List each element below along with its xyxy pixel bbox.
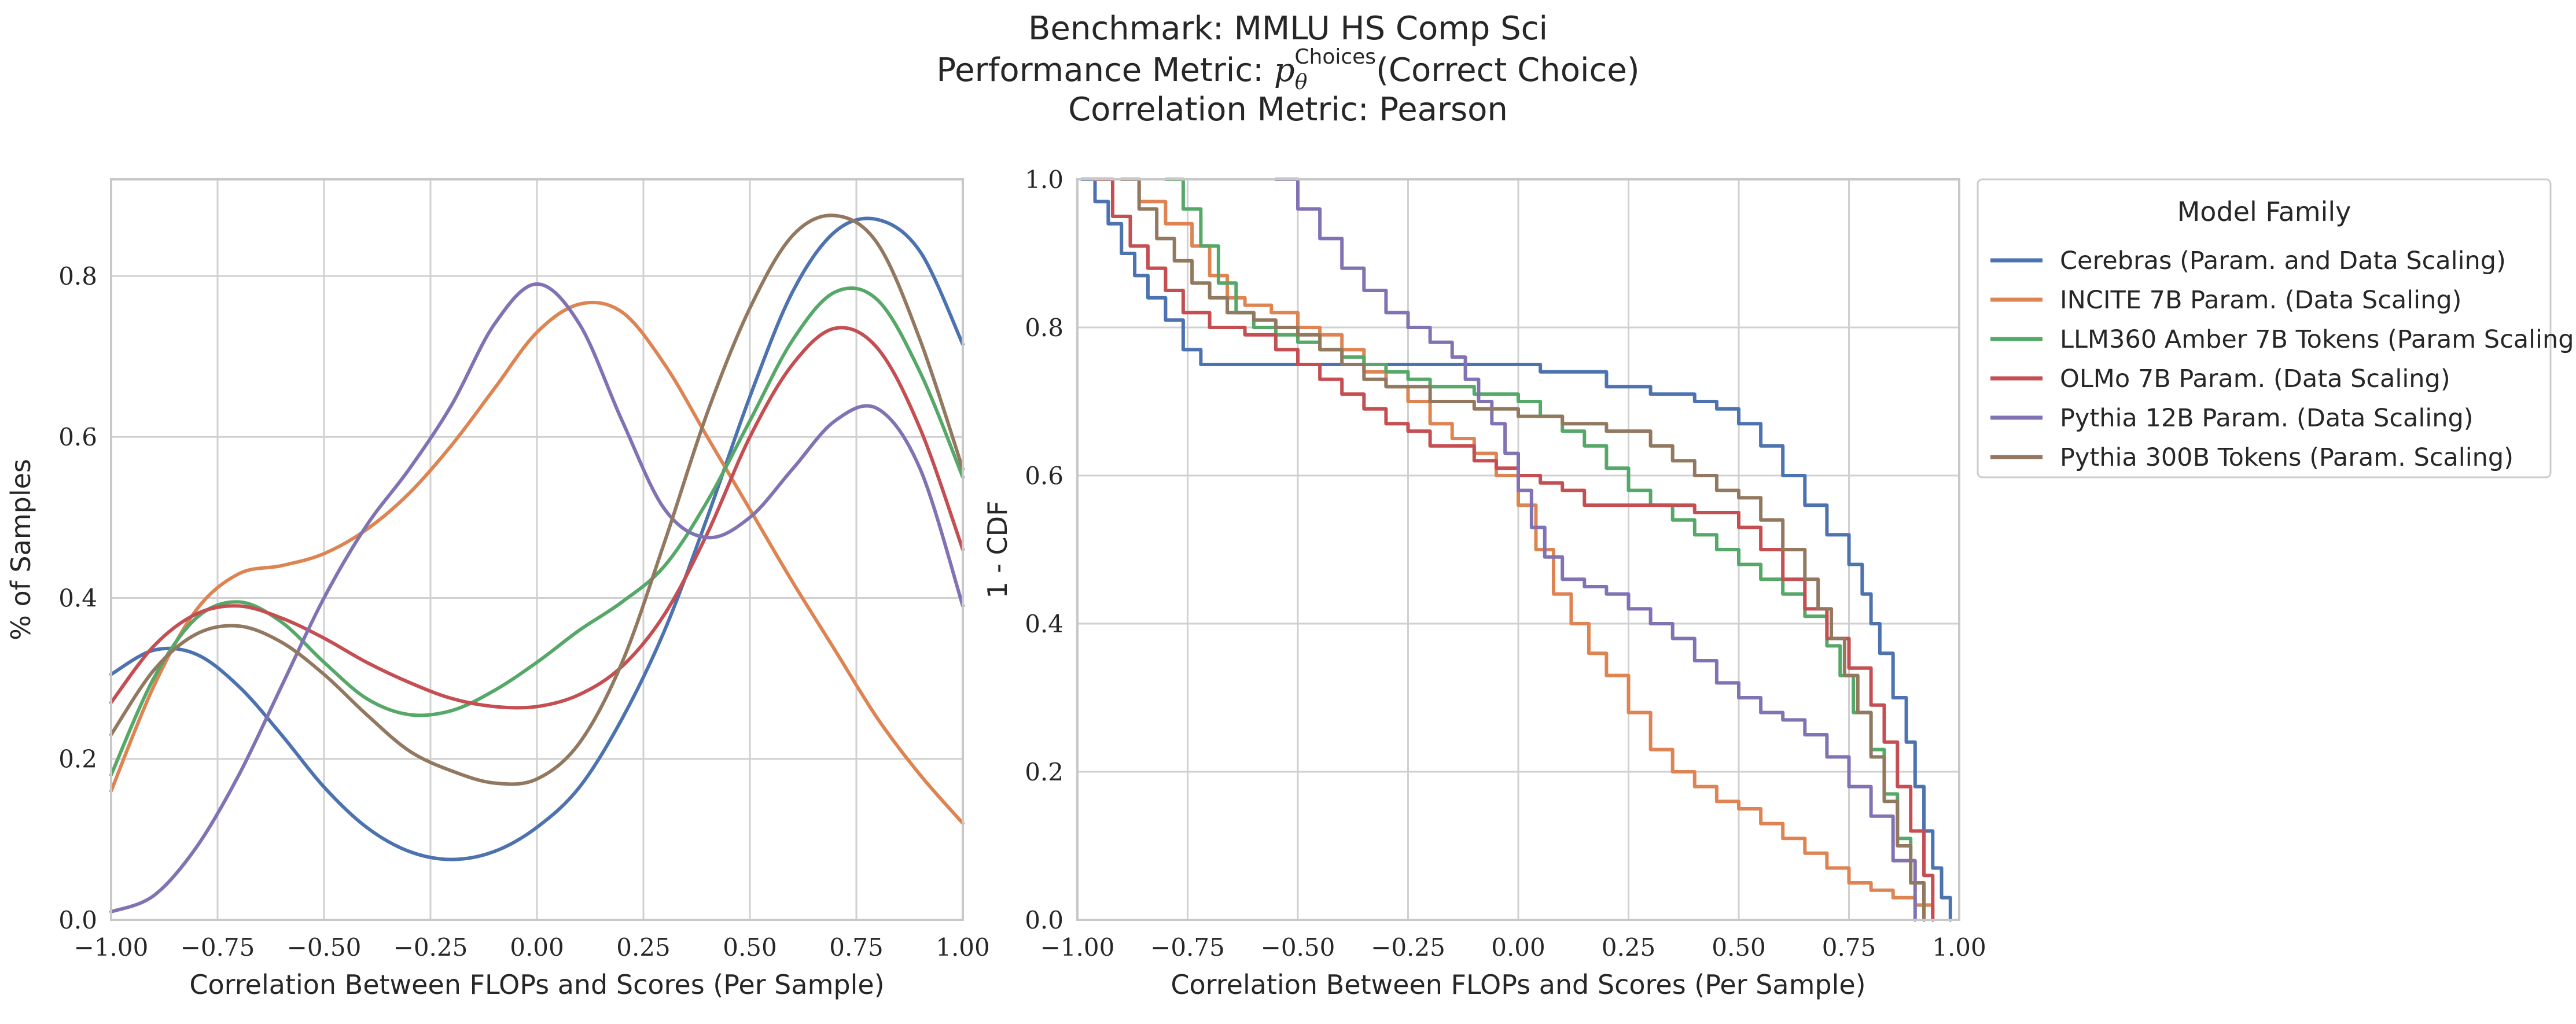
x-tick-label: −0.75 [1150,933,1225,962]
x-tick-label: 0.25 [616,933,671,962]
x-tick-label: 0.50 [1712,933,1766,962]
x-tick-label: 0.25 [1602,933,1656,962]
y-tick-label: 0.0 [58,906,97,934]
legend-entry-label: Pythia 12B Param. (Data Scaling) [2060,404,2474,433]
series-line-incite-7b-param-data-scaling [1120,178,1935,922]
survival-x-tick-labels: −1.00 −0.75 −0.50 −0.25 0.00 0.25 0.50 0.75 1.00 [1040,933,1986,962]
x-tick-label: 0.50 [723,933,777,962]
y-tick-label: 0.4 [1025,610,1063,638]
series-line-olmo-7b-param-data-scaling [109,326,965,710]
x-tick-label: −0.50 [287,933,362,962]
x-tick-label: 0.75 [1822,933,1876,962]
x-tick-label: −0.25 [393,933,468,962]
series-line-llm360-amber-7b-tokens-param-scaling [109,286,965,777]
density-x-tick-labels: −1.00 −0.75 −0.50 −0.25 0.00 0.25 0.50 0.75 1.00 [74,933,990,962]
density-curves [109,213,965,914]
title-benchmark: Benchmark: MMLU HS Comp Sci [1028,10,1548,47]
survival-plot-panel: −1.00 −0.75 −0.50 −0.25 0.00 0.25 0.50 0.75 1.00… [982,165,1986,1000]
y-tick-label: 0.6 [1025,462,1063,490]
legend-entry-label: Pythia 300B Tokens (Param. Scaling) [2060,443,2514,472]
x-tick-label: 0.00 [510,933,564,962]
title-metric-suffix: (Correct Choice) [1376,51,1640,89]
y-tick-label: 0.6 [58,423,97,451]
x-tick-label: 0.75 [829,933,884,962]
legend-entry: Pythia 300B Tokens (Param. Scaling) [1990,443,2514,472]
title-metric-sup: Choices [1294,45,1376,69]
legend-entry-label: INCITE 7B Param. (Data Scaling) [2060,286,2461,315]
title-metric-symbol: p [1274,51,1295,89]
series-line-olmo-7b-param-data-scaling [1093,178,1935,922]
y-tick-label: 0.8 [58,262,97,290]
title-metric-prefix: Performance Metric: [936,51,1274,89]
figure-title: Benchmark: MMLU HS Comp Sci Performance … [936,10,1639,128]
legend-title: Model Family [2177,196,2351,227]
x-tick-label: −0.75 [181,933,255,962]
density-y-axis-label: % of Samples [5,459,36,640]
series-line-pythia-12b-param-data-scaling [1274,178,1917,922]
y-tick-label: 0.2 [58,745,97,773]
density-x-axis-label: Correlation Between FLOPs and Scores (Pe… [189,969,884,1000]
x-tick-label: −0.50 [1261,933,1335,962]
survival-axes-frame [1076,178,1960,921]
series-line-pythia-300b-tokens-param-scaling [109,213,965,786]
y-tick-label: 0.0 [1025,906,1063,934]
density-y-tick-labels: 0.0 0.2 0.4 0.6 0.8 [58,262,97,934]
legend-entry: OLMo 7B Param. (Data Scaling) [1990,364,2450,393]
y-tick-label: 1.0 [1025,165,1063,194]
legend-entry-label: LLM360 Amber 7B Tokens (Param Scaling) [2060,325,2576,354]
density-axes-frame [110,178,964,921]
x-tick-label: −1.00 [1040,933,1115,962]
legend-entry: Cerebras (Param. and Data Scaling) [1990,246,2506,275]
title-correlation-metric: Correlation Metric: Pearson [1068,91,1508,128]
legend-entry-label: OLMo 7B Param. (Data Scaling) [2060,364,2450,393]
x-tick-label: 0.00 [1491,933,1545,962]
series-line-pythia-300b-tokens-param-scaling [1120,178,1926,922]
series-line-incite-7b-param-data-scaling [109,300,965,826]
series-line-cerebras-param-and-data-scaling [1080,178,1952,922]
legend-entry: Pythia 12B Param. (Data Scaling) [1990,404,2474,433]
survival-y-axis-label: 1 - CDF [982,500,1013,598]
y-tick-label: 0.4 [58,584,97,612]
y-tick-label: 0.8 [1025,314,1063,342]
series-line-cerebras-param-and-data-scaling [109,216,965,861]
legend-entry-label: Cerebras (Param. and Data Scaling) [2060,246,2506,275]
legend-entry: LLM360 Amber 7B Tokens (Param Scaling) [1990,325,2576,354]
legend-box [1977,178,2552,478]
x-tick-label: 1.00 [1932,933,1986,962]
x-tick-label: −1.00 [74,933,149,962]
legend: Model Family Cerebras (Param. and Data S… [1977,178,2576,478]
title-performance-metric: Performance Metric: pθChoices(Correct Ch… [936,45,1639,94]
y-tick-label: 0.2 [1025,758,1063,786]
legend-entries: Cerebras (Param. and Data Scaling) INCITE… [1990,246,2576,472]
legend-entry: INCITE 7B Param. (Data Scaling) [1990,286,2461,315]
survival-y-tick-labels: 0.0 0.2 0.4 0.6 0.8 1.0 [1025,165,1063,934]
title-metric-sub: θ [1295,71,1308,94]
survival-curves [1080,178,1952,922]
density-plot-panel: −1.00 −0.75 −0.50 −0.25 0.00 0.25 0.50 0.75 1.00… [5,178,990,1000]
series-line-pythia-12b-param-data-scaling [109,282,965,914]
x-tick-label: 1.00 [936,933,990,962]
x-tick-label: −0.25 [1371,933,1445,962]
survival-x-axis-label: Correlation Between FLOPs and Scores (Pe… [1171,969,1865,1000]
